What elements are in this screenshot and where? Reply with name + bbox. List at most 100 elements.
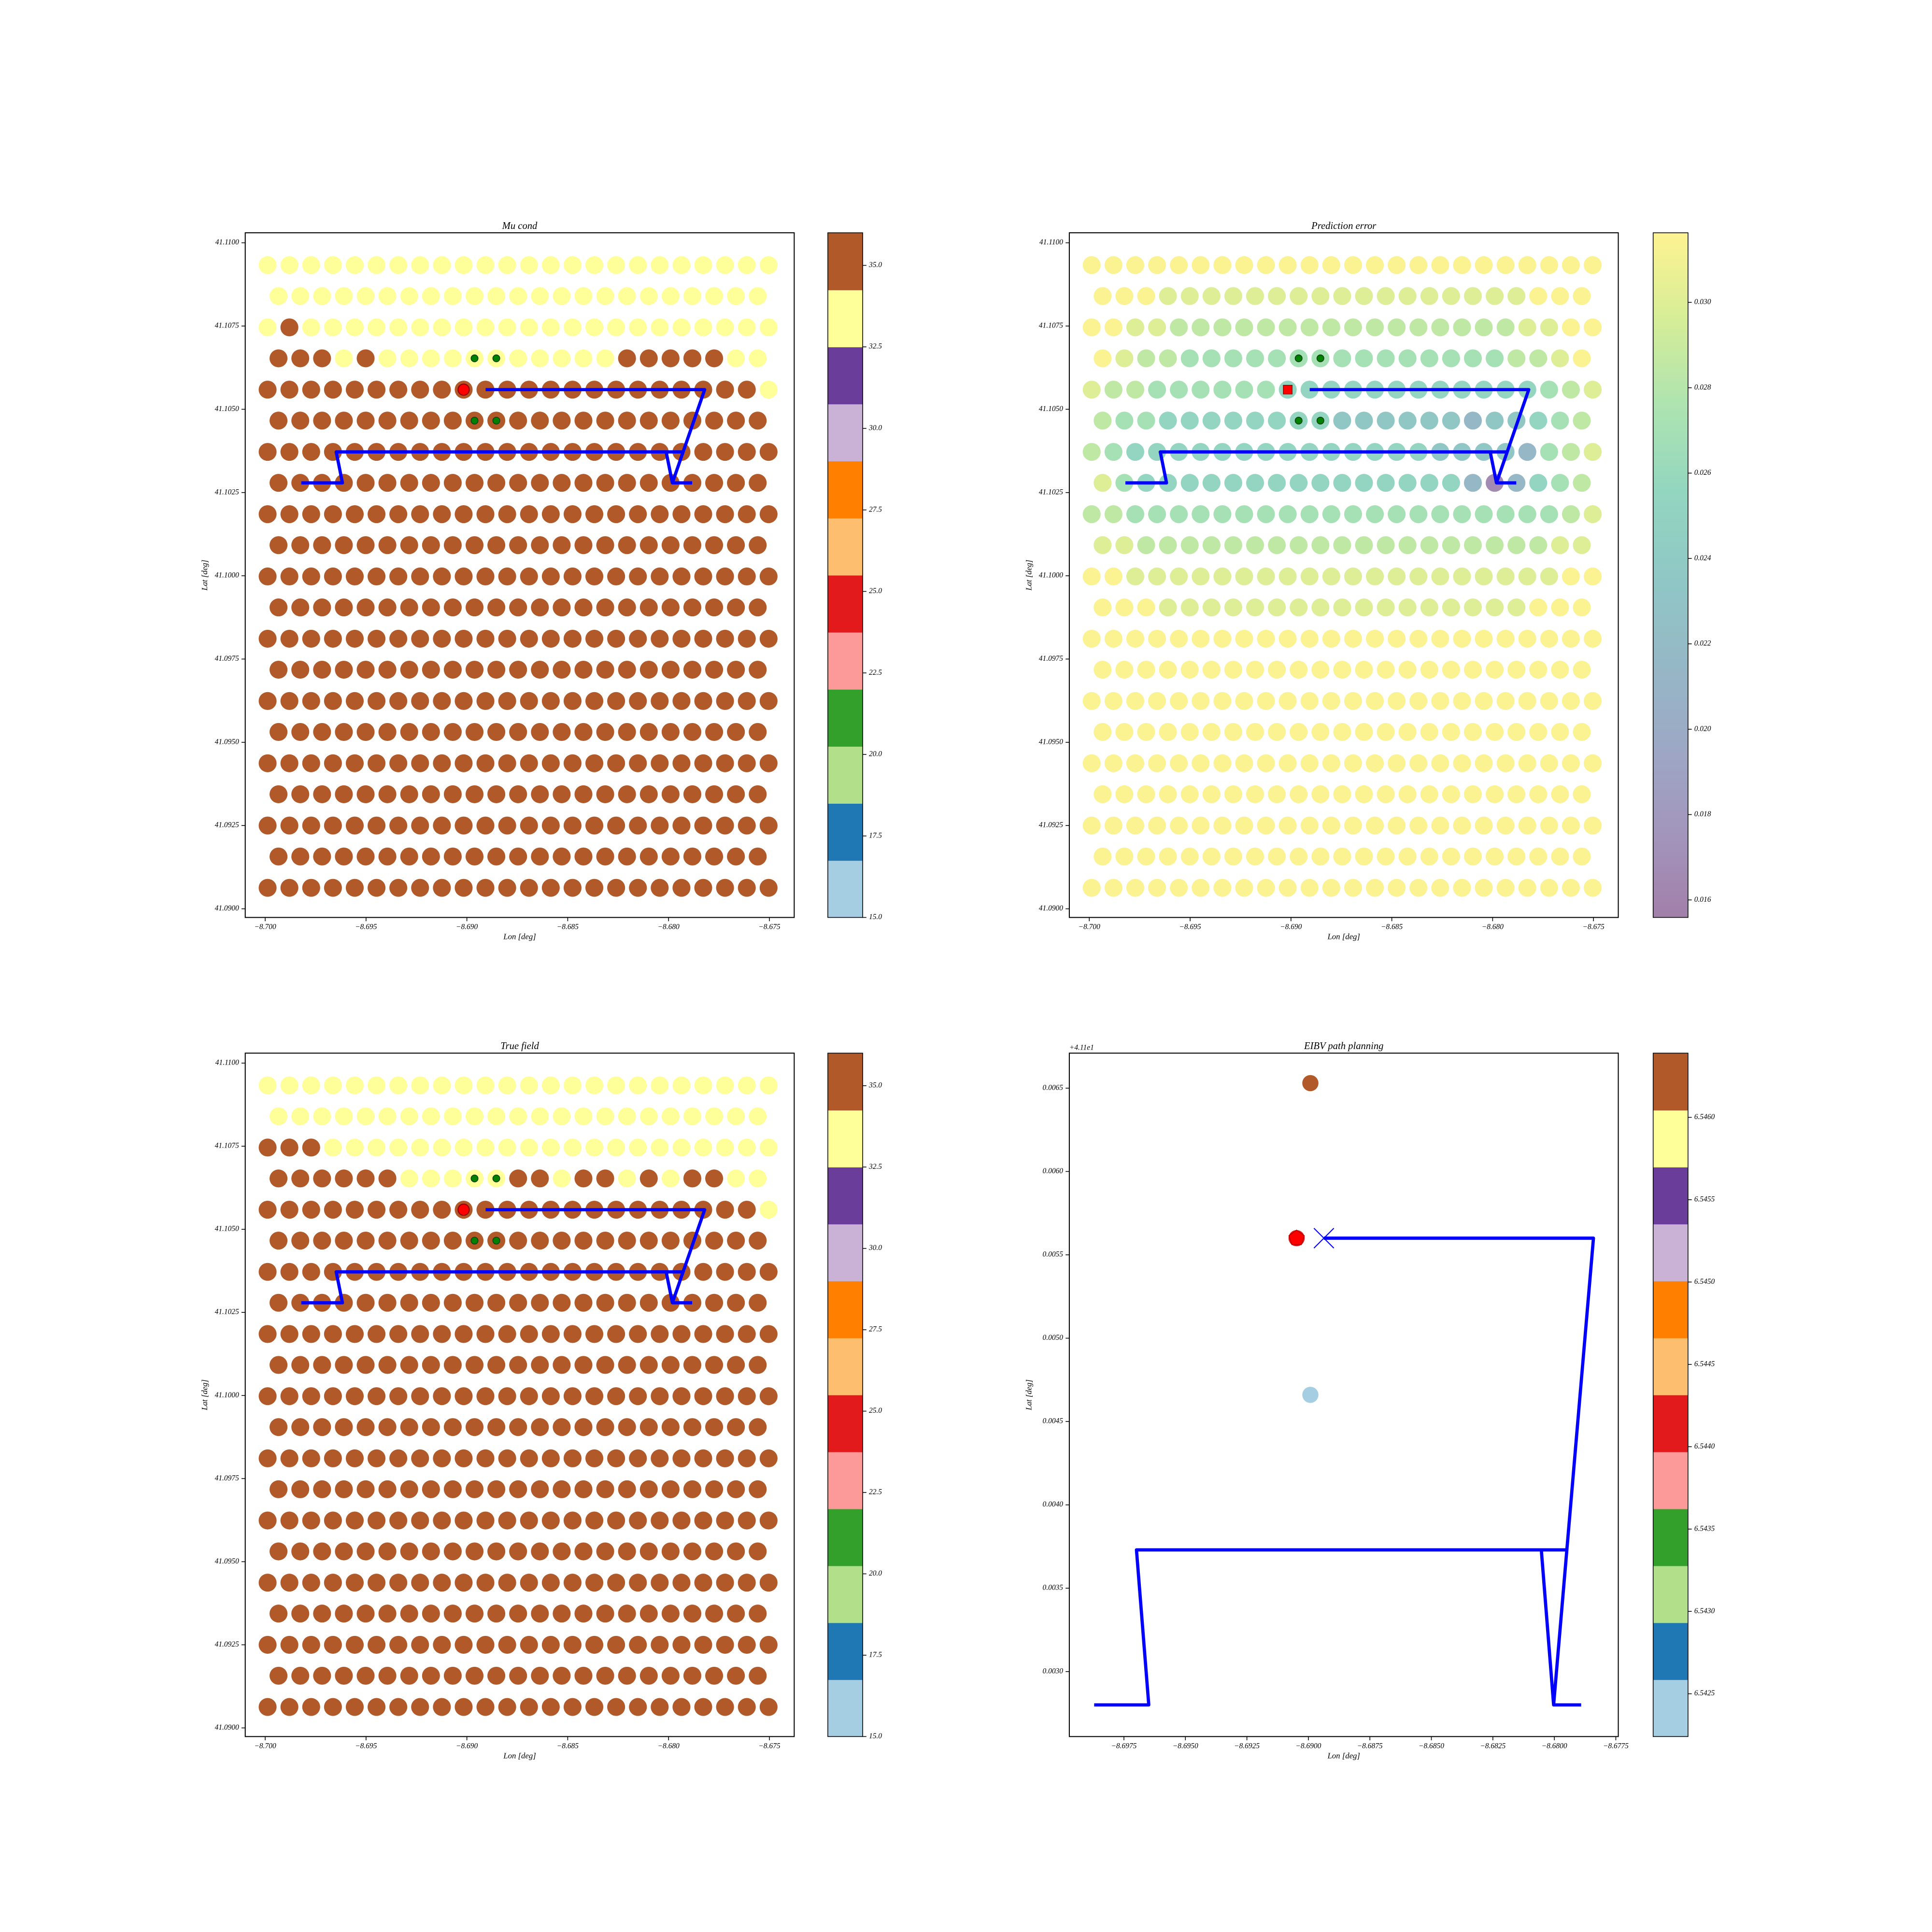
grid-point	[1355, 349, 1373, 368]
grid-point	[378, 1666, 397, 1685]
grid-point	[749, 1169, 767, 1188]
grid-point	[716, 256, 734, 274]
grid-point	[465, 474, 484, 492]
grid-point	[498, 1698, 516, 1716]
grid-point	[389, 1325, 408, 1343]
plot-area	[258, 1076, 778, 1716]
grid-point	[651, 505, 669, 524]
grid-point	[1365, 318, 1384, 337]
grid-point	[1159, 287, 1177, 305]
grid-point	[324, 879, 342, 897]
grid-point	[553, 412, 571, 430]
grid-point	[400, 598, 418, 617]
grid-point	[629, 879, 647, 897]
grid-point	[1268, 660, 1286, 679]
grid-point	[1235, 256, 1253, 274]
grid-point	[1442, 660, 1460, 679]
grid-point	[574, 1605, 593, 1623]
grid-point	[1290, 723, 1308, 741]
grid-point	[694, 567, 712, 586]
grid-point	[1246, 723, 1264, 741]
grid-point	[596, 785, 614, 803]
grid-point	[1507, 847, 1526, 866]
grid-point	[1104, 692, 1122, 710]
grid-point	[335, 1418, 353, 1436]
grid-point	[1475, 256, 1493, 274]
grid-point	[661, 847, 680, 866]
grid-point	[1180, 287, 1199, 305]
grid-point	[1159, 598, 1177, 617]
grid-point	[411, 1138, 429, 1157]
grid-point	[1388, 754, 1406, 772]
grid-point	[596, 474, 614, 492]
grid-point	[1115, 847, 1134, 866]
grid-point	[749, 1107, 767, 1125]
grid-point	[400, 412, 418, 430]
grid-point	[509, 1232, 527, 1250]
grid-point	[618, 412, 636, 430]
grid-point	[1485, 723, 1504, 741]
grid-point	[531, 1542, 549, 1561]
grid-point	[1279, 754, 1297, 772]
grid-point	[531, 1356, 549, 1374]
grid-point	[531, 847, 549, 866]
x-tick-label: −8.6775	[1603, 1742, 1629, 1750]
grid-point	[1518, 443, 1536, 461]
grid-point	[1170, 256, 1188, 274]
grid-point	[1388, 879, 1406, 897]
grid-point	[422, 847, 440, 866]
grid-point	[258, 1698, 277, 1716]
grid-point	[1453, 505, 1471, 524]
grid-point	[433, 879, 451, 897]
grid-point	[1388, 256, 1406, 274]
grid-point	[324, 1511, 342, 1530]
grid-point	[1104, 443, 1122, 461]
grid-point	[509, 1418, 527, 1436]
grid-point	[1094, 287, 1112, 305]
grid-point	[1202, 287, 1221, 305]
grid-point	[1431, 692, 1449, 710]
grid-point	[433, 318, 451, 337]
grid-point	[1463, 847, 1482, 866]
grid-point	[280, 754, 298, 772]
grid-point	[433, 1201, 451, 1219]
grid-point	[258, 1138, 277, 1157]
grid-point	[1213, 754, 1232, 772]
grid-point	[683, 349, 702, 368]
grid-point	[411, 1201, 429, 1219]
grid-point	[1235, 318, 1253, 337]
grid-point	[541, 1325, 560, 1343]
y-tick-label: 41.0900	[215, 904, 239, 912]
grid-point	[1431, 754, 1449, 772]
grid-point	[1290, 785, 1308, 803]
path-line	[1125, 450, 1506, 485]
grid-point	[639, 598, 658, 617]
grid-point	[639, 723, 658, 741]
grid-point	[280, 629, 298, 648]
path-line	[1323, 1236, 1595, 1707]
grid-point	[651, 567, 669, 586]
grid-point	[1496, 754, 1515, 772]
grid-point	[694, 816, 712, 835]
grid-point	[368, 1449, 386, 1467]
grid-point	[1192, 629, 1210, 648]
grid-point	[541, 1387, 560, 1406]
grid-point	[541, 816, 560, 835]
grid-point	[476, 567, 495, 586]
grid-point	[378, 536, 397, 554]
grid-point	[356, 1542, 375, 1561]
grid-point	[258, 1076, 277, 1094]
grid-point	[368, 754, 386, 772]
grid-point	[651, 1574, 669, 1592]
grid-point	[1573, 349, 1591, 368]
grid-point	[270, 1107, 288, 1125]
grid-point	[487, 785, 506, 803]
grid-point	[759, 1387, 778, 1406]
colorbar-bin	[1653, 1451, 1688, 1509]
grid-point	[716, 816, 734, 835]
grid-point	[1148, 318, 1166, 337]
grid-point	[749, 474, 767, 492]
x-tick-label: −8.6875	[1357, 1742, 1383, 1750]
grid-point	[389, 1076, 408, 1094]
